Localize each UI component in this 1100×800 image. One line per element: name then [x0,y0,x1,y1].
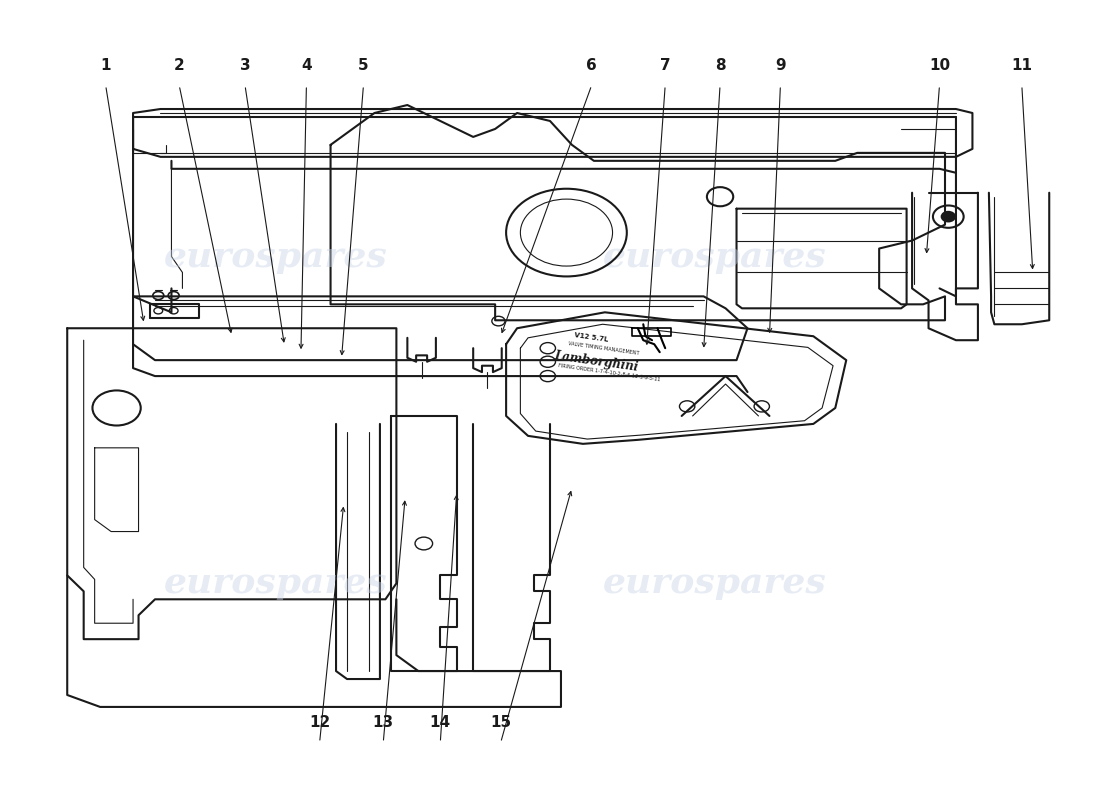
Text: 10: 10 [930,58,950,73]
Text: eurospares: eurospares [164,239,387,274]
Text: 14: 14 [430,715,451,730]
Text: 8: 8 [715,58,725,73]
Circle shape [942,212,955,222]
Text: 7: 7 [660,58,671,73]
Text: VALVE TIMING MANAGEMENT: VALVE TIMING MANAGEMENT [568,341,639,356]
Text: 1: 1 [100,58,111,73]
Text: eurospares: eurospares [164,566,387,600]
Text: eurospares: eurospares [603,239,826,274]
Text: V12 5.7L: V12 5.7L [574,333,609,343]
Text: 4: 4 [301,58,311,73]
Text: 11: 11 [1011,58,1032,73]
Text: 5: 5 [359,58,369,73]
Text: FIRING ORDER 1-7-4-10-2-8-6-12-3-9-5-11: FIRING ORDER 1-7-4-10-2-8-6-12-3-9-5-11 [558,363,660,382]
Text: 3: 3 [240,58,251,73]
Text: Lamborghini: Lamborghini [553,350,639,374]
Text: 12: 12 [309,715,330,730]
Text: 15: 15 [491,715,512,730]
Text: eurospares: eurospares [603,566,826,600]
Text: 2: 2 [174,58,185,73]
Text: 9: 9 [776,58,785,73]
Text: 6: 6 [586,58,597,73]
Text: 13: 13 [373,715,394,730]
